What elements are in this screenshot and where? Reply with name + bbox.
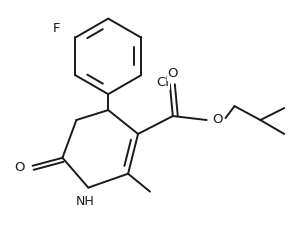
Text: F: F: [53, 22, 60, 35]
Text: Cl: Cl: [156, 76, 169, 89]
Text: NH: NH: [76, 195, 95, 208]
Text: O: O: [168, 67, 178, 80]
Text: O: O: [212, 113, 223, 125]
Text: O: O: [14, 161, 25, 174]
